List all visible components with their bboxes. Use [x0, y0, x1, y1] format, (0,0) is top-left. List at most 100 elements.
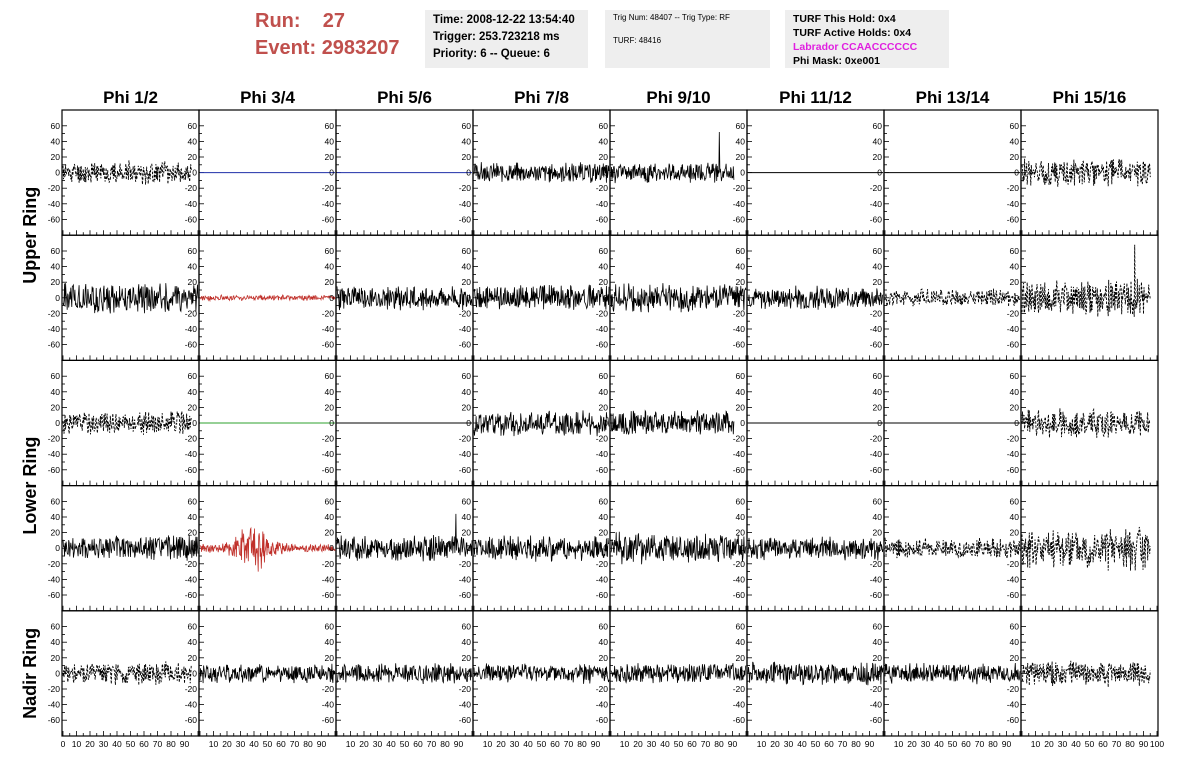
y-tick-label-r1-c4: 20	[462, 152, 472, 162]
column-header-8: Phi 15/16	[1053, 88, 1127, 107]
x-tick-label-c2: 90	[317, 739, 327, 749]
panel-frame-r5-c5	[609, 610, 748, 737]
y-tick-label-r4-c5: -60	[596, 590, 609, 600]
y-tick-label-r1-c1: -20	[48, 183, 61, 193]
y-tick-label-r1-c4: -40	[459, 199, 472, 209]
y-tick-label-r5-c1: 60	[51, 622, 61, 632]
y-tick-label-r3-c5: 20	[599, 402, 609, 412]
trace-r5-c1	[62, 661, 192, 686]
y-tick-label-r1-c5: 0	[603, 168, 608, 178]
x-tick-label-c6: 50	[811, 739, 821, 749]
y-tick-label-r2-c2: 40	[188, 262, 198, 272]
y-tick-label-r5-c1: -20	[48, 684, 61, 694]
y-tick-label-r5-c3: 0	[329, 668, 334, 678]
y-tick-label-r2-c5: -60	[596, 340, 609, 350]
column-header-5: Phi 9/10	[646, 88, 710, 107]
x-tick-label-c1: 10	[72, 739, 82, 749]
y-tick-label-r4-c2: -60	[185, 590, 198, 600]
y-tick-label-r2-c3: 40	[325, 262, 335, 272]
y-tick-label-r4-c4: 0	[466, 543, 471, 553]
y-tick-label-r1-c4: -60	[459, 214, 472, 224]
y-tick-label-r3-c4: -20	[459, 434, 472, 444]
y-tick-label-r5-c7: 40	[873, 637, 883, 647]
y-tick-label-r2-c7: 20	[873, 277, 883, 287]
y-tick-label-r2-c4: -40	[459, 324, 472, 334]
x-tick-label-c3: 30	[373, 739, 383, 749]
trace-r2-c2	[199, 293, 336, 303]
y-tick-label-r5-c8: -40	[1007, 700, 1020, 710]
y-tick-label-r1-c5: 40	[599, 136, 609, 146]
y-tick-label-r3-c2: -60	[185, 465, 198, 475]
y-tick-label-r5-c4: -20	[459, 684, 472, 694]
y-tick-label-r2-c4: -20	[459, 308, 472, 318]
y-tick-label-r4-c6: -60	[733, 590, 746, 600]
x-tick-label-c6: 20	[770, 739, 780, 749]
y-tick-label-r2-c4: 20	[462, 277, 472, 287]
y-tick-label-r1-c2: -40	[185, 199, 198, 209]
y-tick-label-r1-c6: -40	[733, 199, 746, 209]
y-tick-label-r2-c3: 0	[329, 293, 334, 303]
panel-frame-r1-c4	[472, 109, 611, 236]
y-tick-label-r4-c2: -40	[185, 574, 198, 584]
trace-r5-c5	[610, 663, 747, 684]
y-tick-label-r4-c2: 0	[192, 543, 197, 553]
x-tick-label-c3: 60	[413, 739, 423, 749]
trace-r5-c3	[336, 663, 473, 685]
y-tick-label-r5-c7: 0	[877, 668, 882, 678]
y-tick-label-r1-c6: -60	[733, 214, 746, 224]
y-tick-label-r1-c2: 40	[188, 136, 198, 146]
y-tick-label-r3-c1: 40	[51, 387, 61, 397]
y-tick-label-r1-c3: 60	[325, 121, 335, 131]
y-tick-label-r4-c5: 60	[599, 496, 609, 506]
y-tick-label-r3-c3: 40	[325, 387, 335, 397]
y-tick-label-r4-c3: -20	[322, 559, 335, 569]
x-tick-label-c5: 40	[660, 739, 670, 749]
x-tick-label-c8: 100	[1150, 739, 1164, 749]
y-tick-label-r2-c3: -60	[322, 340, 335, 350]
run-label: Run:	[255, 10, 301, 32]
x-tick-label-c5: 30	[647, 739, 657, 749]
y-tick-label-r3-c2: 60	[188, 371, 198, 381]
y-tick-label-r2-c1: 0	[55, 293, 60, 303]
turf-info-box: TURF This Hold: 0x4 TURF Active Holds: 0…	[785, 10, 949, 68]
turf-text: TURF: 48416	[613, 36, 662, 45]
event-value: 2983207	[321, 37, 400, 59]
x-tick-label-c4: 30	[510, 739, 520, 749]
y-tick-label-r5-c8: 40	[1010, 637, 1020, 647]
y-tick-label-r3-c6: -40	[733, 449, 746, 459]
y-tick-label-r3-c6: 20	[736, 402, 746, 412]
trace-r2-c1	[62, 283, 199, 314]
column-header-1: Phi 1/2	[103, 88, 158, 107]
x-tick-label-c2: 50	[263, 739, 273, 749]
y-tick-label-r2-c5: 20	[599, 277, 609, 287]
column-header-7: Phi 13/14	[916, 88, 990, 107]
y-tick-label-r1-c3: -60	[322, 214, 335, 224]
x-tick-label-c6: 40	[797, 739, 807, 749]
y-tick-label-r3-c7: 0	[877, 418, 882, 428]
y-tick-label-r1-c2: 0	[192, 168, 197, 178]
y-tick-label-r3-c7: 20	[873, 402, 883, 412]
y-tick-label-r2-c7: -20	[870, 308, 883, 318]
y-tick-label-r1-c5: 20	[599, 152, 609, 162]
y-tick-label-r4-c1: 40	[51, 512, 61, 522]
y-tick-label-r2-c5: -20	[596, 308, 609, 318]
y-tick-label-r3-c3: -40	[322, 449, 335, 459]
y-tick-label-r3-c3: 0	[329, 418, 334, 428]
trace-r5-c2	[199, 663, 336, 684]
y-tick-label-r5-c3: 40	[325, 637, 335, 647]
y-tick-label-r2-c1: 60	[51, 246, 61, 256]
trace-r2-c4	[473, 284, 610, 310]
y-tick-label-r4-c8: 0	[1014, 543, 1019, 553]
panel-frame-r4-c8	[1020, 485, 1159, 612]
y-tick-label-r1-c2: 20	[188, 152, 198, 162]
x-tick-label-c5: 10	[620, 739, 630, 749]
y-tick-label-r5-c8: 60	[1010, 622, 1020, 632]
trace-r1-c5	[610, 131, 735, 184]
y-tick-label-r4-c7: -40	[870, 574, 883, 584]
trace-r1-c8	[1021, 158, 1151, 187]
y-tick-label-r5-c4: -40	[459, 700, 472, 710]
x-tick-label-c4: 20	[496, 739, 506, 749]
y-tick-label-r1-c7: 20	[873, 152, 883, 162]
y-tick-label-r2-c3: -20	[322, 308, 335, 318]
